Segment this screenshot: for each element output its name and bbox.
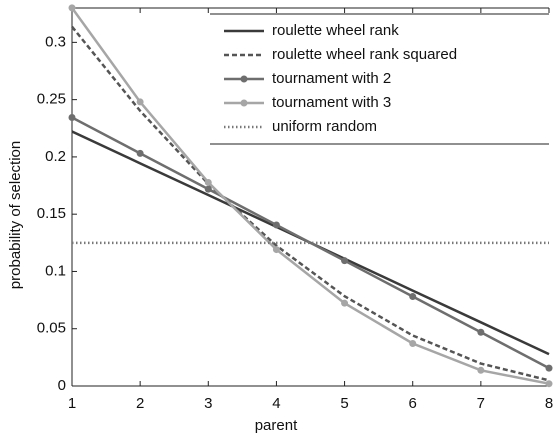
y-tick-label: 0 [58, 377, 66, 394]
series-marker [545, 364, 553, 372]
y-axis-label: probability of selection [7, 141, 24, 289]
x-tick-label: 6 [409, 395, 417, 412]
series-marker [545, 380, 553, 388]
y-tick-label: 0.2 [45, 148, 66, 165]
x-tick-label: 1 [68, 395, 76, 412]
x-axis-label: parent [255, 417, 298, 434]
series-marker [68, 4, 76, 12]
series-line [70, 7, 550, 385]
x-tick-label: 2 [136, 395, 144, 412]
series-marker [409, 293, 417, 301]
series-marker [341, 299, 349, 307]
y-tick-label: 0.05 [37, 320, 66, 337]
series-marker [204, 178, 212, 186]
series-marker [136, 149, 144, 157]
legend-marker [240, 99, 248, 107]
series-marker [68, 114, 76, 122]
series-marker [341, 257, 349, 265]
y-tick-label: 0.3 [45, 33, 66, 50]
y-tick-label: 0.25 [37, 91, 66, 108]
x-tick-label: 4 [272, 395, 280, 412]
legend-label: tournament with 2 [272, 70, 391, 87]
legend-label: roulette wheel rank [272, 22, 399, 39]
series-marker [204, 185, 212, 193]
series-marker [136, 98, 144, 106]
legend-label: tournament with 3 [272, 94, 391, 111]
x-tick-label: 8 [545, 395, 553, 412]
legend-marker [240, 75, 248, 83]
x-tick-label: 3 [204, 395, 212, 412]
series-line [71, 25, 550, 382]
legend-box [210, 14, 549, 144]
legend-label: roulette wheel rank squared [272, 46, 457, 63]
series-marker [272, 246, 280, 254]
series-marker [477, 366, 485, 374]
series-marker [272, 221, 280, 229]
y-tick-label: 0.15 [37, 205, 66, 222]
series-marker [477, 328, 485, 336]
x-tick-label: 5 [340, 395, 348, 412]
legend: roulette wheel rank roulette wheel rank s… [210, 13, 549, 145]
x-tick-label: 7 [477, 395, 485, 412]
series-line [71, 116, 550, 370]
series-marker [409, 340, 417, 348]
y-tick-label: 0.1 [45, 262, 66, 279]
legend-label: uniform random [272, 118, 377, 135]
